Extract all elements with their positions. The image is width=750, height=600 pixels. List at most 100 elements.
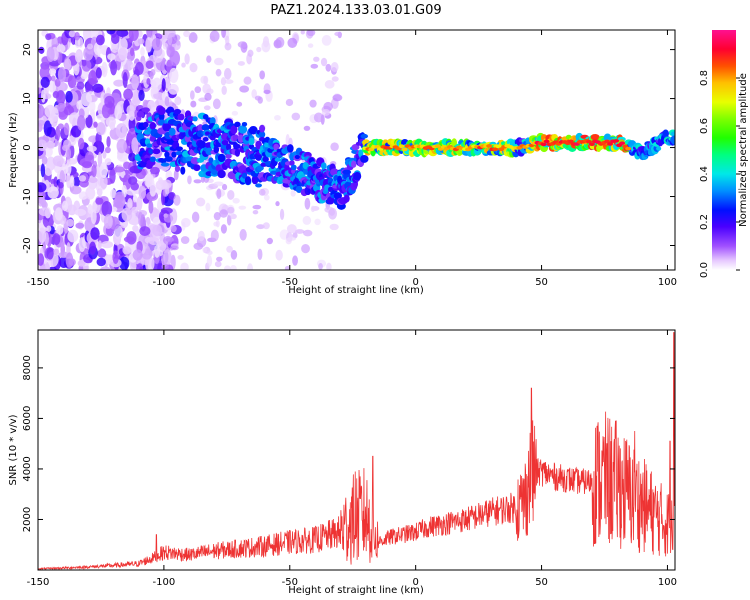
spectral-blob xyxy=(57,66,67,83)
spectral-blob xyxy=(104,158,112,166)
spectral-blob xyxy=(99,162,108,179)
spectral-blob xyxy=(38,46,45,54)
spectral-blob xyxy=(149,156,156,163)
spectral-blob xyxy=(38,227,47,244)
colorbar-tick-label: 0.2 xyxy=(699,214,710,230)
spectral-blob xyxy=(51,107,59,122)
spectral-blob xyxy=(662,129,670,138)
spectral-blob xyxy=(171,151,177,158)
spectral-blob xyxy=(41,155,48,165)
spectral-core xyxy=(613,139,620,143)
spectral-blob xyxy=(131,137,139,154)
spectral-blob xyxy=(150,87,159,95)
spectral-blob xyxy=(116,138,127,154)
spectral-blob xyxy=(129,47,135,57)
spectral-blob xyxy=(164,96,170,107)
spectral-blob xyxy=(61,200,68,212)
spectral-blob xyxy=(165,183,170,195)
spectral-blob xyxy=(286,224,297,234)
spectral-blob xyxy=(38,104,45,119)
spectral-core xyxy=(585,139,592,144)
spectral-blob xyxy=(225,143,232,151)
spectral-blob xyxy=(206,55,212,63)
spectral-blob xyxy=(224,42,232,51)
spectral-blob xyxy=(220,77,227,86)
spectral-blob xyxy=(263,194,270,201)
x-tick-label: -150 xyxy=(27,277,50,288)
spectral-blob xyxy=(230,125,238,135)
spectral-blob xyxy=(169,245,179,251)
spectral-blob xyxy=(118,47,128,61)
spectral-blob xyxy=(81,161,93,169)
spectral-blob xyxy=(78,137,85,150)
spectral-core xyxy=(398,144,405,149)
spectral-blob xyxy=(274,114,281,121)
spectral-blob xyxy=(66,157,78,165)
spectral-blob xyxy=(263,89,271,95)
snr-y-axis-label: SNR (10 * v/v) xyxy=(8,414,19,485)
spectral-blob xyxy=(95,197,104,205)
spectral-blob xyxy=(148,200,154,214)
spectral-blob xyxy=(309,99,317,108)
spectral-blob xyxy=(193,164,201,172)
spectral-blob xyxy=(47,186,59,199)
spectral-blob xyxy=(163,249,172,265)
spectral-blob xyxy=(201,124,210,131)
spectral-blob xyxy=(291,112,301,121)
spectral-blob xyxy=(160,162,170,167)
spectral-blob xyxy=(106,136,111,148)
spectral-blob xyxy=(38,253,45,266)
spectral-blob xyxy=(95,34,105,46)
spectral-blob xyxy=(42,213,54,229)
spectral-blob xyxy=(123,88,134,101)
spectral-blob xyxy=(342,169,352,175)
spectral-blob xyxy=(46,46,55,63)
spectral-blob xyxy=(190,157,200,165)
spectral-blob xyxy=(163,235,173,245)
spectral-blob xyxy=(254,95,262,101)
spectral-blob xyxy=(215,68,222,77)
spectral-blob xyxy=(221,139,229,146)
spectral-blob xyxy=(313,112,324,123)
spectral-blob xyxy=(145,60,154,69)
spectral-blob xyxy=(196,197,206,207)
spectral-blob xyxy=(145,36,153,53)
spectral-blob xyxy=(176,40,181,46)
spectral-blob xyxy=(63,122,70,136)
spectral-blob xyxy=(127,198,133,209)
spectral-blob xyxy=(194,86,202,94)
spectral-blob xyxy=(303,125,311,131)
spectral-blob xyxy=(70,185,82,195)
spectral-blob xyxy=(121,207,133,222)
spectral-blob xyxy=(202,247,207,253)
spectral-blob xyxy=(88,70,97,86)
spectrogram-y-axis-label: Frequency (Hz) xyxy=(8,112,19,188)
colorbar-label: Normalized spectral amplitude xyxy=(738,73,749,227)
spectral-blob xyxy=(351,160,357,168)
spectral-blob xyxy=(220,224,227,234)
spectral-blob xyxy=(262,222,270,230)
spectral-blob xyxy=(321,108,331,116)
spectral-blob xyxy=(259,124,266,133)
spectral-blob xyxy=(68,30,76,38)
spectral-blob xyxy=(161,263,169,270)
spectral-blob xyxy=(110,59,118,76)
spectral-blob xyxy=(258,131,266,138)
spectral-blob xyxy=(181,62,186,68)
spectral-blob xyxy=(259,70,266,80)
spectral-blob xyxy=(307,43,314,48)
spectral-blob xyxy=(173,108,182,115)
spectral-blob xyxy=(169,46,175,51)
spectral-blob xyxy=(38,182,47,193)
spectral-blob xyxy=(45,33,52,41)
spectral-blob xyxy=(136,196,143,211)
snr-series xyxy=(38,332,675,570)
spectral-blob xyxy=(96,188,103,197)
spectral-blob xyxy=(48,266,57,270)
spectral-blob xyxy=(81,59,87,67)
spectral-blob xyxy=(256,224,265,230)
spectral-blob xyxy=(174,165,181,172)
spectral-blob xyxy=(262,156,269,163)
spectrogram-heatmap xyxy=(38,30,675,270)
spectral-blob xyxy=(337,170,343,176)
